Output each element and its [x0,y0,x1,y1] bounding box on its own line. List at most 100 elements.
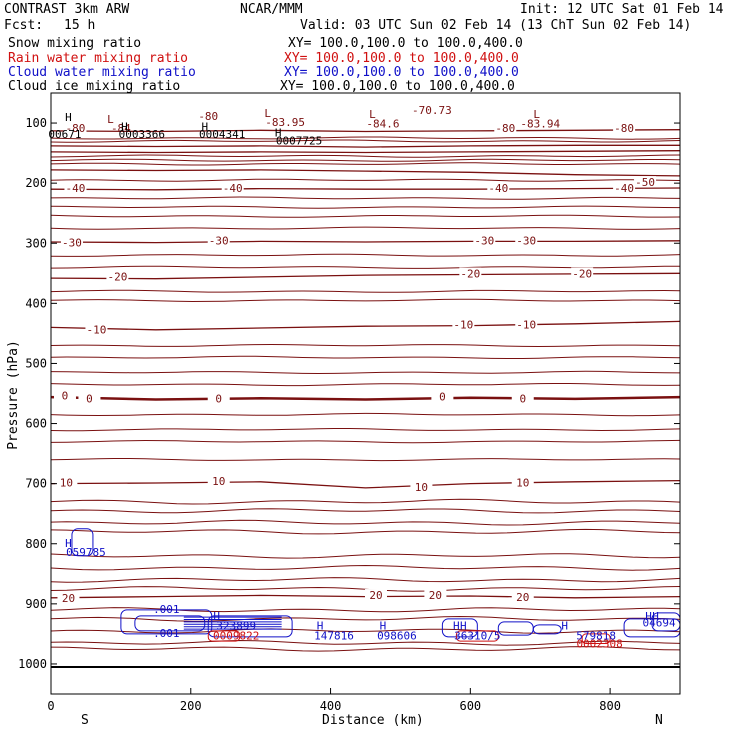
cloud-water-label: 579818 [576,629,616,642]
temperature-label: 0 [519,393,526,406]
label-bg [634,176,657,188]
label-bg [473,234,496,246]
label-bg [459,267,482,279]
minimum-value-label: -83.94 [520,117,560,130]
cloud-water-label: 098606 [377,629,417,642]
low-marker: L [369,108,376,121]
label-bg [515,318,538,330]
isoline [50,214,681,218]
isoline [50,139,681,143]
isoline [50,158,681,162]
y-tick-label: 900 [25,597,47,611]
temperature-label: -40 [66,182,86,195]
temperature-isolines [50,129,681,668]
cloud-water-label: 059785 [66,546,106,559]
y-tick-label: 600 [25,417,47,431]
cloud-contours [71,528,681,645]
high-marker: H [460,620,467,633]
temperature-label: 10 [516,477,529,490]
field-xy-rain: XY= 100.0,100.0 to 100.0,400.0 [284,51,519,66]
y-tick-label: 100 [25,116,47,130]
isoline [50,412,681,417]
cloud-water-label: 04694 [642,617,675,630]
temperature-label: -20 [107,271,127,284]
temperature-label: 20 [516,591,529,604]
label-bg [571,267,594,279]
isoline--60 [50,150,681,154]
x-tick-label: 600 [459,699,481,713]
y-tick-label: 200 [25,176,47,190]
temperature-label: -30 [474,234,494,247]
label-bg [207,392,230,404]
temperature-label: 10 [415,481,428,494]
isoline [50,226,681,230]
isoline [50,615,681,622]
label-bg [431,390,454,402]
x-tick-label: 800 [599,699,621,713]
label-bg [64,182,87,194]
high-marker: H [65,111,72,124]
contour-labels: -70.73-80-80 -80-80-50-40 -40 -40 -40-30 -30-… [48,104,676,651]
high-marker: H [121,120,128,133]
rain-contour [581,633,611,645]
isoline--10 [50,320,681,331]
isoline-0 [50,395,681,401]
temperature-label: -10 [516,319,536,332]
label-bg [424,589,447,601]
label-bg [64,122,87,134]
label-bg [207,234,230,246]
label-bg [197,110,220,122]
label-bg [511,392,534,404]
temperature-label: 0 [439,391,446,404]
label-bg [494,122,517,134]
cloud-water-label: .001 [153,603,180,616]
high-marker: H [65,537,72,550]
field-name-snow: Snow mixing ratio [8,36,142,51]
init-time: Init: 12 UTC Sat 01 Feb 14 [520,2,724,17]
label-bg [613,182,636,194]
temperature-label: -20 [572,268,592,281]
isoline--70 [50,144,680,148]
label-bg [221,182,244,194]
isoline [50,136,681,140]
field-xy-cloud-ice: XY= 100.0,100.0 to 100.0,400.0 [280,79,515,94]
temperature-label: 20 [369,589,382,602]
snow-max-label: 0007725 [276,135,322,148]
cloud-contour [134,615,206,632]
isoline [50,154,681,158]
rain-contour [455,630,499,642]
isoline--80 [50,129,681,133]
minimum-value-label: -84.6 [366,117,399,130]
temperature-label: -50 [635,176,655,189]
cloud-contour [532,624,562,635]
y-tick-label: 1000 [18,657,47,671]
isoline [50,196,681,200]
temperature-label: -10 [453,319,473,332]
high-marker: H [645,610,652,623]
temperature-label: -70.73 [412,104,452,117]
snow-max-label: 00671 [48,128,81,141]
temperature-label: 0 [215,393,222,406]
label-bg [60,236,83,248]
label-bg [57,592,80,604]
x-tick-label: 200 [180,699,202,713]
temperature-label: -80 [614,122,634,135]
field-xy-cloud-water: XY= 100.0,100.0 to 100.0,400.0 [284,65,519,80]
high-marker: H [213,610,220,623]
isoline [50,205,681,209]
label-bg [106,270,129,282]
temperature-label: 10 [60,477,73,490]
label-bg [420,104,443,116]
temperature-label: -80 [198,110,218,123]
field-name-cloud-water: Cloud water mixing ratio [8,65,196,80]
isoline [50,253,681,257]
isoline [50,355,681,359]
label-bg [410,480,433,492]
x-tick-label: 0 [47,699,54,713]
high-marker: H [652,610,659,623]
temperature-label: -40 [223,182,243,195]
temperature-label: -20 [460,268,480,281]
forecast-hours: 15 h [64,18,96,33]
temperature-label: -30 [516,234,536,247]
